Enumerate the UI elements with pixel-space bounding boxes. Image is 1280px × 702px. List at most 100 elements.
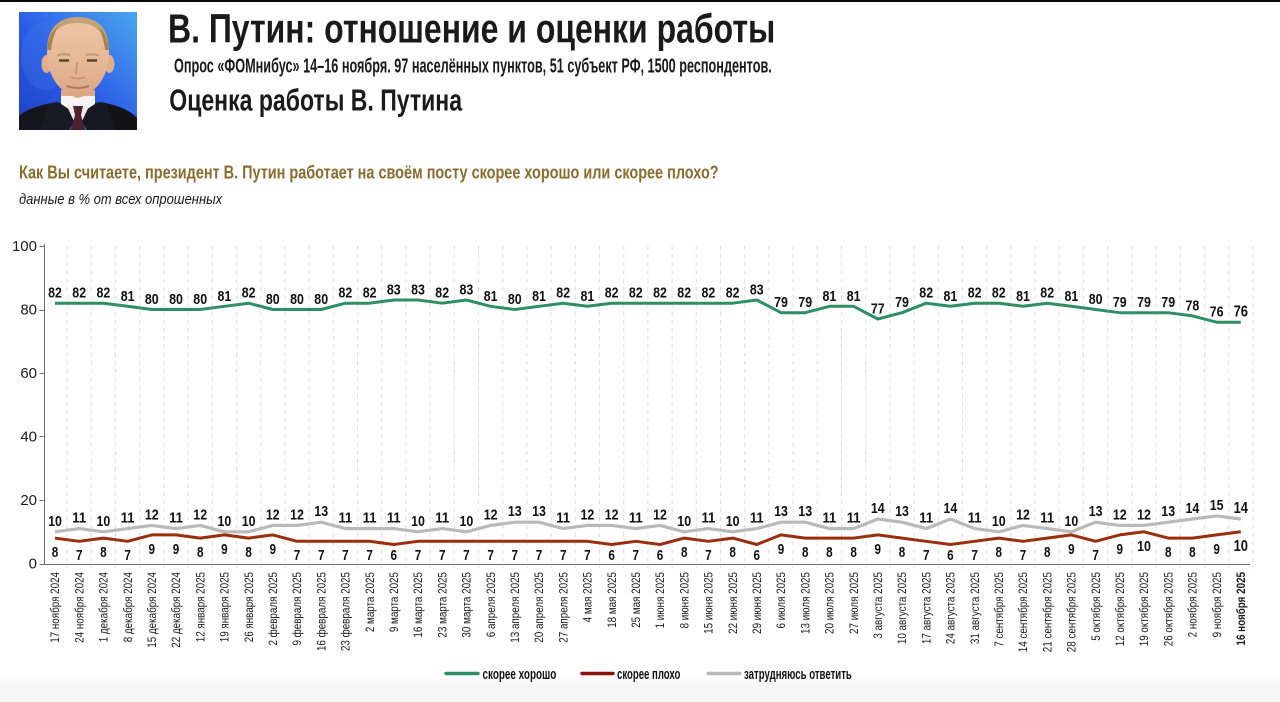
svg-text:76: 76 xyxy=(1210,304,1224,321)
svg-text:12: 12 xyxy=(290,506,304,523)
svg-text:22 июня 2025: 22 июня 2025 xyxy=(727,572,740,634)
svg-text:20 апреля 2025: 20 апреля 2025 xyxy=(534,572,547,643)
svg-text:13: 13 xyxy=(1161,503,1175,520)
svg-text:27 июля 2025: 27 июля 2025 xyxy=(848,572,861,634)
svg-text:9: 9 xyxy=(875,541,882,558)
svg-text:12 октября 2025: 12 октября 2025 xyxy=(1114,572,1127,646)
svg-text:80: 80 xyxy=(1089,291,1103,308)
svg-text:14 сентября 2025: 14 сентября 2025 xyxy=(1018,572,1031,652)
svg-text:12: 12 xyxy=(145,506,159,523)
svg-text:79: 79 xyxy=(798,294,812,311)
svg-text:10: 10 xyxy=(992,513,1006,530)
svg-text:9 февраля 2025: 9 февраля 2025 xyxy=(292,572,305,646)
svg-text:7: 7 xyxy=(415,547,422,564)
svg-text:79: 79 xyxy=(895,294,909,311)
svg-text:13: 13 xyxy=(314,503,328,520)
svg-text:11: 11 xyxy=(629,510,643,527)
svg-text:81: 81 xyxy=(823,288,837,305)
svg-text:1 июня 2025: 1 июня 2025 xyxy=(655,572,668,628)
svg-text:79: 79 xyxy=(774,294,788,311)
svg-text:12: 12 xyxy=(484,506,498,523)
svg-text:8: 8 xyxy=(197,544,204,561)
svg-text:7: 7 xyxy=(633,547,640,564)
svg-text:80: 80 xyxy=(314,291,328,308)
svg-text:9: 9 xyxy=(173,541,180,558)
svg-text:6: 6 xyxy=(391,547,398,564)
svg-text:8: 8 xyxy=(52,544,59,561)
svg-text:13: 13 xyxy=(508,503,522,520)
svg-text:13: 13 xyxy=(895,503,909,520)
svg-text:12: 12 xyxy=(605,506,619,523)
svg-text:9: 9 xyxy=(149,541,156,558)
svg-text:Опрос «ФОМнибус» 14–16 ноября.: Опрос «ФОМнибус» 14–16 ноября. 97 населё… xyxy=(174,54,772,77)
svg-text:7: 7 xyxy=(705,547,712,564)
svg-text:81: 81 xyxy=(581,288,595,305)
svg-text:83: 83 xyxy=(411,282,425,299)
svg-text:81: 81 xyxy=(218,288,232,305)
svg-text:7 сентября 2025: 7 сентября 2025 xyxy=(993,572,1006,647)
svg-text:11: 11 xyxy=(919,510,933,527)
svg-text:9: 9 xyxy=(778,541,785,558)
svg-text:12 января 2025: 12 января 2025 xyxy=(195,572,208,642)
svg-text:10: 10 xyxy=(218,513,232,530)
svg-text:13: 13 xyxy=(774,503,788,520)
svg-text:13: 13 xyxy=(798,503,812,520)
svg-text:8: 8 xyxy=(1044,544,1051,561)
svg-text:16 февраля 2025: 16 февраля 2025 xyxy=(316,572,329,651)
svg-text:81: 81 xyxy=(121,288,135,305)
svg-text:10: 10 xyxy=(726,513,740,530)
svg-text:13: 13 xyxy=(532,503,546,520)
svg-text:7: 7 xyxy=(439,547,446,564)
svg-text:0: 0 xyxy=(29,556,37,573)
svg-text:24 августа 2025: 24 августа 2025 xyxy=(945,572,958,644)
svg-text:7: 7 xyxy=(124,547,131,564)
svg-text:82: 82 xyxy=(726,285,740,302)
svg-text:8: 8 xyxy=(899,544,906,561)
svg-text:31 августа 2025: 31 августа 2025 xyxy=(969,572,982,644)
svg-text:20 июля 2025: 20 июля 2025 xyxy=(824,572,837,634)
svg-text:11: 11 xyxy=(363,510,377,527)
svg-text:83: 83 xyxy=(387,282,401,299)
svg-text:82: 82 xyxy=(363,285,377,302)
svg-text:скорее плохо: скорее плохо xyxy=(617,666,681,683)
svg-text:9: 9 xyxy=(1213,541,1220,558)
svg-text:8: 8 xyxy=(100,544,107,561)
svg-text:6: 6 xyxy=(754,547,761,564)
svg-text:27 апреля 2025: 27 апреля 2025 xyxy=(558,572,571,643)
svg-text:11: 11 xyxy=(339,510,353,527)
svg-text:12: 12 xyxy=(653,506,667,523)
svg-text:8: 8 xyxy=(826,544,833,561)
svg-text:8: 8 xyxy=(1189,544,1196,561)
svg-text:9 ноября 2025: 9 ноября 2025 xyxy=(1211,572,1224,637)
svg-text:8: 8 xyxy=(802,544,809,561)
svg-text:79: 79 xyxy=(1161,294,1175,311)
svg-text:17 августа 2025: 17 августа 2025 xyxy=(921,572,934,644)
svg-text:77: 77 xyxy=(871,301,885,318)
svg-text:19 октября 2025: 19 октября 2025 xyxy=(1139,572,1152,646)
svg-text:80: 80 xyxy=(20,302,37,319)
svg-text:17 ноября 2024: 17 ноября 2024 xyxy=(50,572,63,643)
svg-text:80: 80 xyxy=(266,291,280,308)
svg-text:29 июня 2025: 29 июня 2025 xyxy=(751,572,764,634)
svg-text:82: 82 xyxy=(1040,285,1054,302)
svg-text:12: 12 xyxy=(1113,506,1127,523)
svg-text:82: 82 xyxy=(48,285,62,302)
svg-text:15: 15 xyxy=(1210,497,1224,514)
svg-text:9 марта 2025: 9 марта 2025 xyxy=(388,572,401,632)
svg-text:10: 10 xyxy=(97,513,111,530)
svg-text:28 сентября 2025: 28 сентября 2025 xyxy=(1066,572,1079,652)
svg-text:скорее хорошо: скорее хорошо xyxy=(483,666,557,682)
svg-text:В. Путин: отношение и оценки р: В. Путин: отношение и оценки работы xyxy=(168,6,775,52)
svg-text:7: 7 xyxy=(366,547,373,564)
svg-text:15 декабря 2024: 15 декабря 2024 xyxy=(146,572,159,648)
svg-text:82: 82 xyxy=(629,285,643,302)
svg-text:81: 81 xyxy=(1016,288,1030,305)
svg-text:16 марта 2025: 16 марта 2025 xyxy=(413,572,426,638)
svg-text:7: 7 xyxy=(1020,547,1027,564)
svg-text:14: 14 xyxy=(1234,500,1249,517)
svg-text:60: 60 xyxy=(20,365,37,382)
svg-text:12: 12 xyxy=(193,506,207,523)
svg-text:82: 82 xyxy=(653,285,667,302)
svg-text:10: 10 xyxy=(411,513,425,530)
svg-text:80: 80 xyxy=(508,291,522,308)
